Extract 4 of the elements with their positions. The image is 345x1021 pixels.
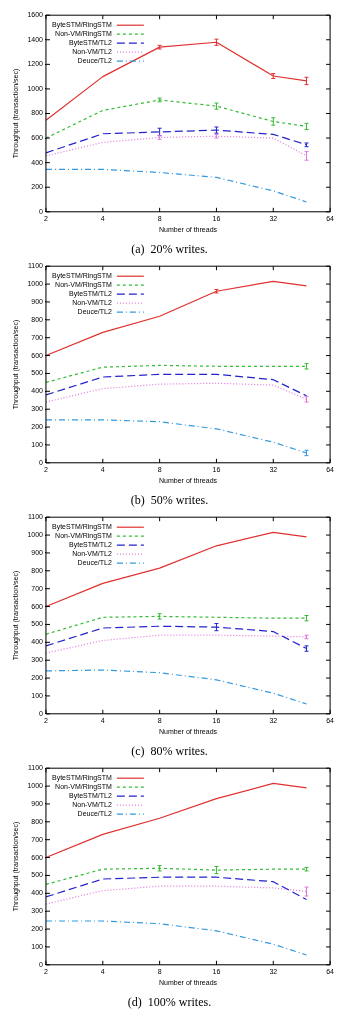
text: (c) 80% writes. <box>131 743 208 758</box>
text: (b) 50% writes. <box>130 492 209 507</box>
text: (d) 100% writes. <box>127 994 212 1009</box>
text: (a) 20% writes. <box>131 241 208 256</box>
